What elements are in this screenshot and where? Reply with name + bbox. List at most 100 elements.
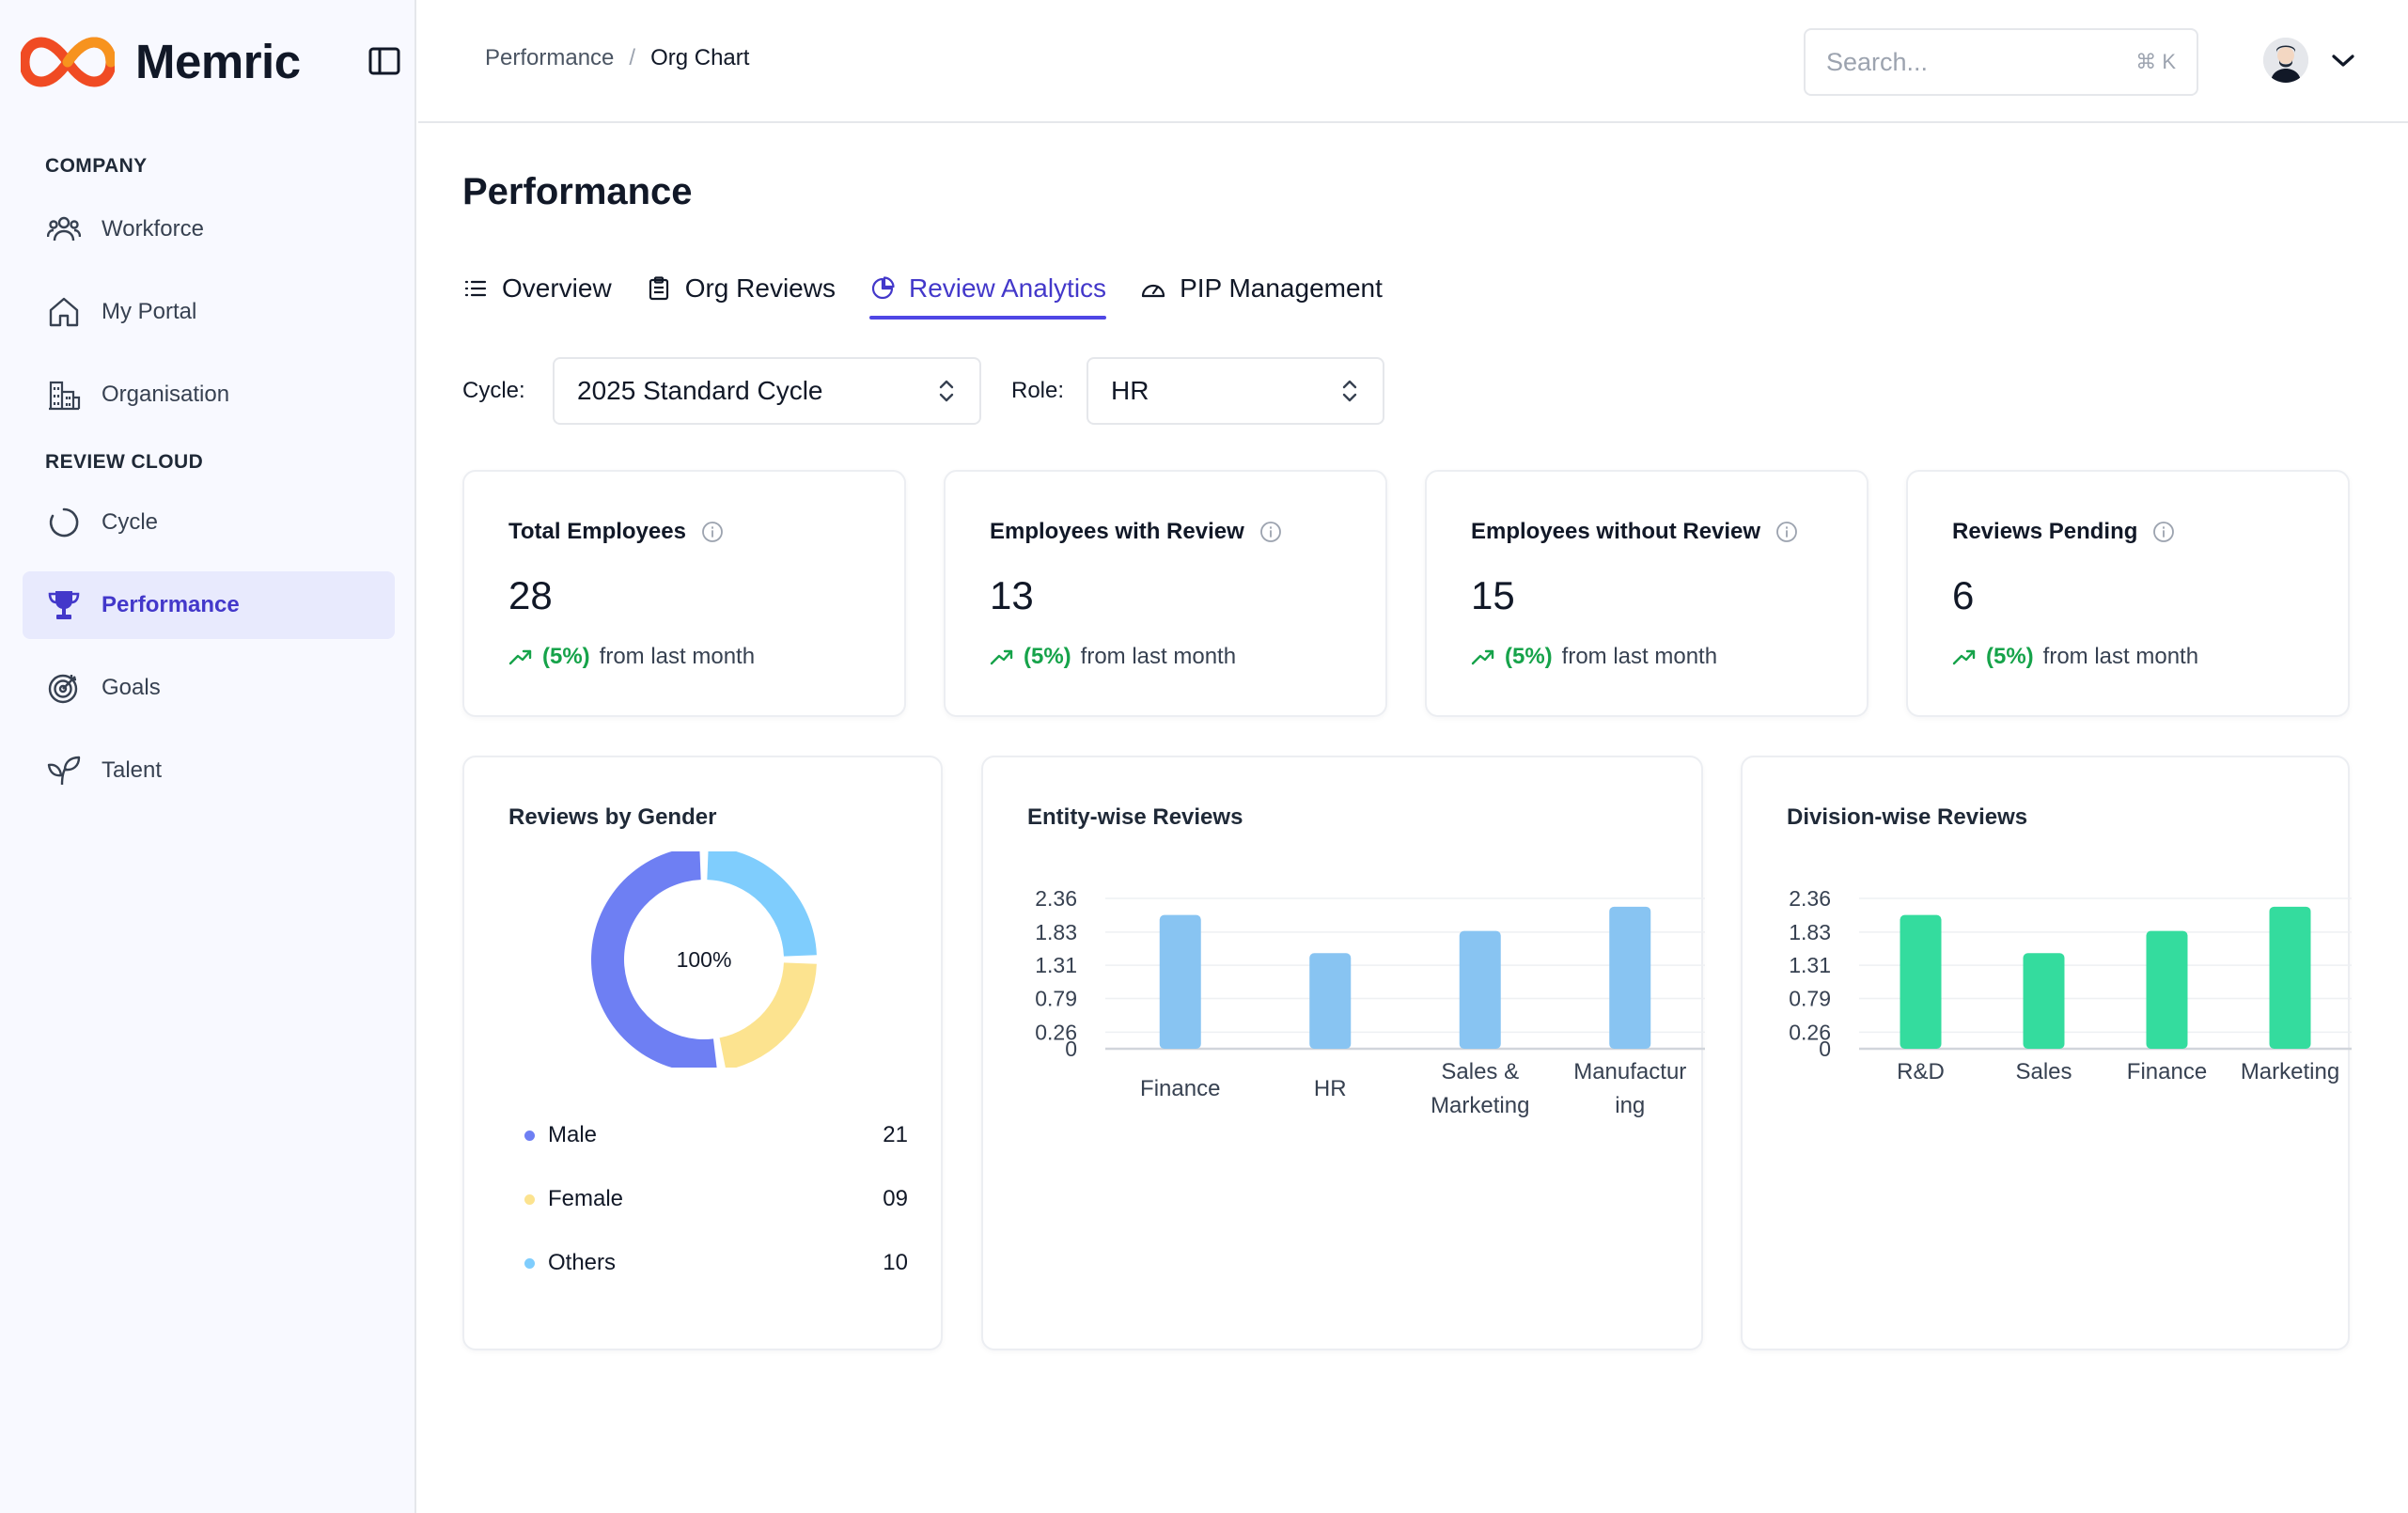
x-tick-label: Sales & [1441, 1059, 1519, 1084]
y-tick-label: 1.83 [1789, 920, 1831, 944]
stat-card-employees-with-review: Employees with Review 13 (5%) from last … [944, 470, 1387, 717]
search-shortcut: ⌘ K [2135, 50, 2176, 73]
legend-value: 10 [883, 1250, 908, 1275]
legend-dot [524, 1130, 535, 1141]
legend-label: Female [548, 1186, 624, 1211]
clipboard-icon [646, 275, 672, 302]
trend-up-icon [990, 649, 1013, 665]
bar-r-d[interactable] [1900, 914, 1942, 1049]
role-select-value: HR [1111, 376, 1149, 405]
sidebar-item-workforce[interactable]: Workforce [23, 195, 395, 263]
sidebar-item-goals[interactable]: Goals [23, 654, 395, 722]
entity-bar-chart: 00.26 0.79 1.31 1.83 2.36 Finance HR Sales & Mar… [1035, 886, 1705, 1118]
cycle-select-value: 2025 Standard Cycle [577, 376, 823, 405]
bar-finance[interactable] [1159, 914, 1201, 1049]
sidebar-item-organisation[interactable]: Organisation [23, 361, 395, 429]
stat-trend: (5%) from last month [990, 644, 1236, 670]
stat-card-employees-without-review: Employees without Review 15 (5%) from la… [1425, 470, 1869, 717]
list-icon [462, 275, 489, 302]
search-placeholder: Search... [1826, 47, 1929, 76]
info-icon[interactable] [1775, 521, 1798, 543]
bar-sales[interactable] [2023, 953, 2065, 1049]
sidebar-item-label: Cycle [102, 509, 159, 535]
sidebar-toggle-icon[interactable] [368, 47, 400, 75]
pie-chart-icon [869, 275, 896, 302]
search-input[interactable]: Search... ⌘ K [1804, 28, 2198, 96]
memric-logo-icon [21, 36, 115, 87]
trend-text: from last month [2042, 644, 2199, 669]
bar-hr[interactable] [1309, 953, 1352, 1049]
donut-center-label: 100% [677, 947, 732, 972]
tab-pip-management[interactable]: PIP Management [1140, 265, 1383, 312]
breadcrumb-item-performance[interactable]: Performance [485, 45, 615, 70]
trend-percent: (5%) [1024, 644, 1071, 669]
bar-finance[interactable] [2146, 930, 2188, 1049]
tab-label: PIP Management [1180, 273, 1383, 303]
circle-loader-icon [45, 504, 83, 541]
tab-review-analytics[interactable]: Review Analytics [868, 265, 1107, 320]
y-tick-label: 1.31 [1035, 953, 1077, 977]
home-icon [45, 293, 83, 331]
stat-title-text: Employees with Review [990, 519, 1244, 544]
bar-marketing[interactable] [2269, 906, 2311, 1049]
app-name: Memric [135, 35, 301, 88]
trend-percent: (5%) [1986, 644, 2034, 669]
donut-slice-female[interactable] [719, 962, 817, 1068]
gauge-icon [1140, 275, 1166, 302]
sidebar-item-label: My Portal [102, 299, 197, 324]
bar-manufacturing[interactable] [1609, 906, 1651, 1049]
stat-trend: (5%) from last month [1952, 644, 2198, 670]
donut-slice-male[interactable] [591, 851, 717, 1068]
x-tick-label: ing [1615, 1093, 1645, 1118]
role-filter-label: Role: [1011, 378, 1065, 403]
y-tick-label: 2.36 [1035, 886, 1077, 911]
donut-slice-others[interactable] [707, 851, 817, 957]
stat-title: Employees with Review [990, 519, 1282, 545]
tab-org-reviews[interactable]: Org Reviews [646, 265, 836, 312]
breadcrumb-item-org-chart[interactable]: Org Chart [650, 45, 750, 70]
sidebar-item-label: Performance [102, 592, 240, 617]
sidebar-item-cycle[interactable]: Cycle [23, 489, 395, 556]
info-icon[interactable] [2152, 521, 2175, 543]
target-icon [45, 669, 83, 707]
sidebar-item-label: Workforce [102, 216, 204, 242]
stat-card-reviews-pending: Reviews Pending 6 (5%) from last month [1906, 470, 2350, 717]
y-tick-label: 2.36 [1789, 886, 1831, 911]
trend-up-icon [1952, 649, 1976, 665]
y-tick-label: 0 [1819, 1037, 1831, 1061]
sidebar-item-talent[interactable]: Talent [23, 737, 395, 804]
y-tick-label: 0.26 [1789, 1020, 1831, 1044]
avatar[interactable] [2263, 38, 2308, 83]
x-tick-label: Marketing [2241, 1059, 2339, 1084]
entity-chart-card: Entity-wise Reviews 0 0.26 0.79 1.31 1.83 2.3… [981, 756, 1705, 1350]
role-select[interactable]: HR [1087, 357, 1384, 425]
stat-trend: (5%) from last month [1471, 644, 1717, 670]
sidebar-item-performance[interactable]: Performance [23, 571, 395, 639]
y-tick-label: 1.83 [1035, 920, 1077, 944]
stat-title: Reviews Pending [1952, 519, 2175, 545]
division-chart-card: Division-wise Reviews 0 0.26 0.79 1.31 1.83 2… [1741, 756, 2352, 1350]
chart-title: Entity-wise Reviews [1027, 804, 1243, 830]
app-logo[interactable]: Memric [21, 34, 301, 89]
breadcrumb-separator: / [629, 45, 636, 70]
bar-sales-marketing[interactable] [1459, 930, 1501, 1049]
chevron-down-icon[interactable] [2329, 49, 2357, 71]
stat-value: 28 [508, 573, 553, 617]
y-tick-label: 1.31 [1789, 953, 1831, 977]
x-tick-label: Finance [2127, 1059, 2207, 1084]
tab-label: Overview [502, 273, 612, 303]
x-tick-label: Sales [2015, 1059, 2072, 1084]
legend-value: 09 [883, 1186, 908, 1211]
chevron-up-down-icon [1342, 380, 1357, 402]
trend-text: from last month [1080, 644, 1237, 669]
tab-label: Org Reviews [684, 273, 836, 303]
tab-overview[interactable]: Overview [462, 265, 612, 312]
cycle-select[interactable]: 2025 Standard Cycle [553, 357, 981, 425]
users-icon [45, 211, 83, 248]
sidebar-item-my-portal[interactable]: My Portal [23, 278, 395, 346]
info-icon[interactable] [1259, 521, 1282, 543]
info-icon[interactable] [701, 521, 724, 543]
sidebar-item-label: Talent [102, 757, 163, 783]
trend-up-icon [508, 649, 532, 665]
y-tick-label: 0.79 [1789, 986, 1831, 1010]
